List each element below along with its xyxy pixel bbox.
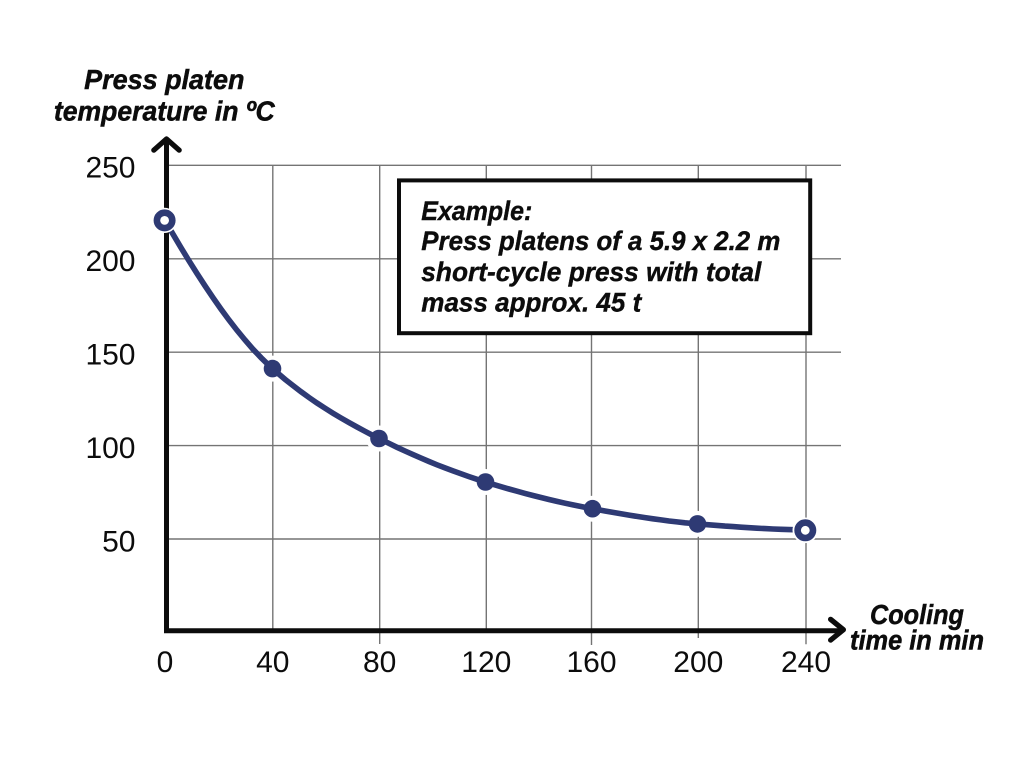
- svg-text:temperature in ºC: temperature in ºC: [54, 96, 276, 127]
- svg-text:Press platen: Press platen: [84, 64, 244, 95]
- svg-text:Cooling: Cooling: [870, 599, 964, 630]
- svg-text:200: 200: [673, 646, 723, 679]
- svg-text:250: 250: [85, 152, 135, 185]
- svg-text:150: 150: [85, 339, 135, 372]
- svg-text:120: 120: [461, 646, 511, 679]
- svg-text:time in min: time in min: [850, 624, 984, 655]
- svg-text:mass approx. 45 t: mass approx. 45 t: [421, 288, 642, 318]
- svg-text:Press platens of a 5.9 x 2.2 m: Press platens of a 5.9 x 2.2 m: [421, 226, 780, 256]
- svg-text:40: 40: [256, 646, 289, 679]
- svg-text:160: 160: [566, 646, 616, 679]
- svg-text:50: 50: [102, 525, 135, 558]
- svg-text:200: 200: [85, 245, 135, 278]
- svg-text:Example:: Example:: [421, 196, 532, 226]
- svg-text:short-cycle press with total: short-cycle press with total: [421, 257, 761, 287]
- svg-text:100: 100: [85, 432, 135, 465]
- svg-text:80: 80: [363, 646, 396, 679]
- svg-text:0: 0: [157, 646, 174, 679]
- svg-text:240: 240: [781, 646, 831, 679]
